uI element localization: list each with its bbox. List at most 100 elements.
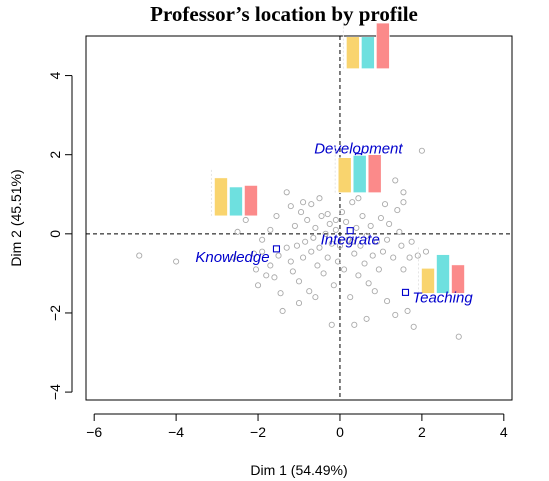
scatter-point [341, 267, 346, 272]
scatter-point [313, 225, 318, 230]
scatter-point [311, 235, 316, 240]
profile-development: Development [314, 21, 403, 160]
scatter-point [300, 200, 305, 205]
scatter-point [356, 273, 361, 278]
y-tick-label: −2 [47, 305, 63, 321]
scatter-point [348, 295, 353, 300]
scatter-point [405, 308, 410, 313]
y-axis-label: Dim 2 (45.51%) [8, 169, 24, 266]
y-tick-label: 4 [47, 71, 63, 79]
profiles: Development Integrate Knowledge Teaching [195, 21, 473, 306]
scatter-point [278, 291, 283, 296]
scatter-point [255, 283, 260, 288]
profile-bar [338, 158, 351, 193]
scatter-point [296, 279, 301, 284]
scatter-point [382, 202, 387, 207]
profile-label: Knowledge [195, 249, 269, 266]
scatter-point [325, 255, 330, 260]
profile-bar [346, 37, 359, 69]
x-axis: −6 −4 −2 0 2 4 [86, 414, 508, 440]
x-tick-label: 0 [336, 424, 344, 440]
scatter-point [364, 316, 369, 321]
scatter-point [409, 239, 414, 244]
scatter-point [354, 225, 359, 230]
scatter-point [401, 190, 406, 195]
profile-label: Integrate [321, 232, 380, 249]
scatter-point [399, 243, 404, 248]
scatter-point [423, 249, 428, 254]
scatter-point [305, 217, 310, 222]
scatter-point [362, 261, 367, 266]
scatter-point [276, 253, 281, 258]
scatter-point [313, 295, 318, 300]
scatter-point [329, 322, 334, 327]
scatter-point [352, 322, 357, 327]
scatter-point [368, 223, 373, 228]
scatter-point [309, 249, 314, 254]
profile-bar [353, 155, 366, 192]
scatter-point [288, 259, 293, 264]
scatter-point [294, 243, 299, 248]
x-tick-label: −6 [86, 424, 102, 440]
scatter-point [350, 200, 355, 205]
profile-bar [229, 187, 242, 216]
scatter-point [319, 213, 324, 218]
profile-bar [437, 255, 450, 294]
scatter-point [415, 253, 420, 258]
scatter-point [393, 178, 398, 183]
profile-bar [368, 155, 381, 193]
scatter-point [174, 259, 179, 264]
x-axis-label: Dim 1 (54.49%) [250, 462, 347, 478]
scatter-point [384, 298, 389, 303]
scatter-point [243, 217, 248, 222]
scatter-point [393, 312, 398, 317]
profile-bar [361, 37, 374, 69]
scatter-point [327, 221, 332, 226]
profile-marker [273, 246, 279, 252]
plot-frame [86, 36, 512, 400]
x-tick-label: −4 [168, 424, 184, 440]
scatter-point [309, 202, 314, 207]
scatter-point [235, 229, 240, 234]
scatter-point [321, 271, 326, 276]
scatter-point [376, 267, 381, 272]
scatter-point [370, 253, 375, 258]
scatter-point [260, 237, 265, 242]
scatter-point [356, 196, 361, 201]
scatter-point [456, 334, 461, 339]
profile-integrate: Integrate [321, 145, 382, 249]
chart-title: Professor’s location by profile [150, 2, 418, 26]
scatter-point [137, 253, 142, 258]
scatter-point [284, 190, 289, 195]
scatter-point [274, 213, 279, 218]
scatter-point [268, 227, 273, 232]
scatter-point [401, 267, 406, 272]
scatter-point [264, 273, 269, 278]
profile-teaching: Teaching [403, 246, 474, 306]
y-axis: −4−2024 [47, 71, 72, 400]
scatter-point [378, 215, 383, 220]
profile-bar [244, 185, 257, 215]
scatter-point [331, 283, 336, 288]
scatter-point [384, 237, 389, 242]
scatter-point [303, 239, 308, 244]
scatter-point [292, 223, 297, 228]
x-tick-label: 2 [418, 424, 426, 440]
scatter-point [366, 281, 371, 286]
scatter-point [360, 213, 365, 218]
scatter-point [387, 221, 392, 226]
scatter-point [307, 289, 312, 294]
scatter-point [397, 229, 402, 234]
scatter-point [298, 209, 303, 214]
profile-marker [403, 289, 409, 295]
scatter-point [284, 245, 289, 250]
scatter-point [407, 255, 412, 260]
y-tick-label: −4 [47, 384, 63, 400]
profile-bar [214, 178, 227, 216]
scatter-point [280, 308, 285, 313]
y-tick-label: 2 [47, 151, 63, 159]
scatter-point [411, 324, 416, 329]
scatter-point [325, 211, 330, 216]
scatter-point [419, 148, 424, 153]
